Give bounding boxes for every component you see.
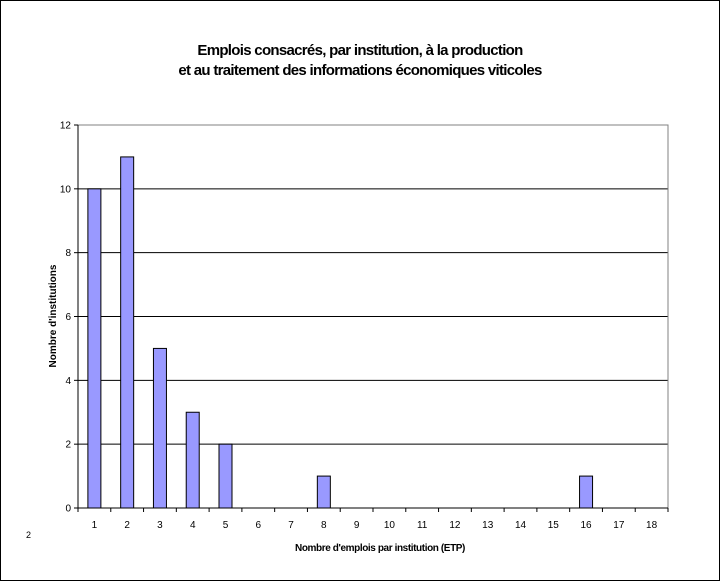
x-tick-label-5: 5 xyxy=(223,520,229,531)
bar-16 xyxy=(579,475,594,509)
x-tick-label-18: 18 xyxy=(646,520,658,531)
bar-3 xyxy=(152,347,167,509)
x-tick-label-6: 6 xyxy=(255,520,261,531)
x-tick-label-17: 17 xyxy=(613,520,625,531)
stray-mark: 2 xyxy=(26,530,32,540)
chart-title-line2: et au traitement des informations économ… xyxy=(178,62,542,79)
x-tick-label-13: 13 xyxy=(482,520,494,531)
bar-5 xyxy=(218,443,233,509)
y-tick-label-12: 12 xyxy=(60,121,72,132)
x-tick-label-3: 3 xyxy=(157,520,163,531)
y-tick-label-4: 4 xyxy=(65,376,71,387)
bar-8 xyxy=(316,475,331,509)
x-tick-label-15: 15 xyxy=(548,520,560,531)
x-tick-label-10: 10 xyxy=(384,520,396,531)
y-tick-label-8: 8 xyxy=(65,248,71,259)
bars xyxy=(87,156,594,509)
x-tick-label-8: 8 xyxy=(321,520,327,531)
y-tick-label-6: 6 xyxy=(65,312,71,323)
y-tick-label-10: 10 xyxy=(60,184,72,195)
x-tick-label-12: 12 xyxy=(449,520,461,531)
x-tick-label-16: 16 xyxy=(580,520,592,531)
x-tick-label-2: 2 xyxy=(124,520,130,531)
x-tick-label-1: 1 xyxy=(92,520,98,531)
axes xyxy=(74,124,669,512)
chart-title-line1: Emplois consacrés, par institution, à la… xyxy=(197,42,523,59)
x-axis-label: Nombre d'emplois par institution (ETP) xyxy=(295,543,465,554)
x-tick-label-9: 9 xyxy=(354,520,360,531)
bar-1 xyxy=(87,188,102,509)
bar-2 xyxy=(120,156,135,509)
y-tick-label-0: 0 xyxy=(65,504,71,515)
y-axis-label: Nombre d'institutions xyxy=(48,264,59,367)
x-tick-label-14: 14 xyxy=(515,520,527,531)
x-tick-label-7: 7 xyxy=(288,520,294,531)
x-tick-label-4: 4 xyxy=(190,520,196,531)
bar-4 xyxy=(185,411,200,509)
y-tick-label-2: 2 xyxy=(65,440,71,451)
x-tick-label-11: 11 xyxy=(417,520,428,531)
